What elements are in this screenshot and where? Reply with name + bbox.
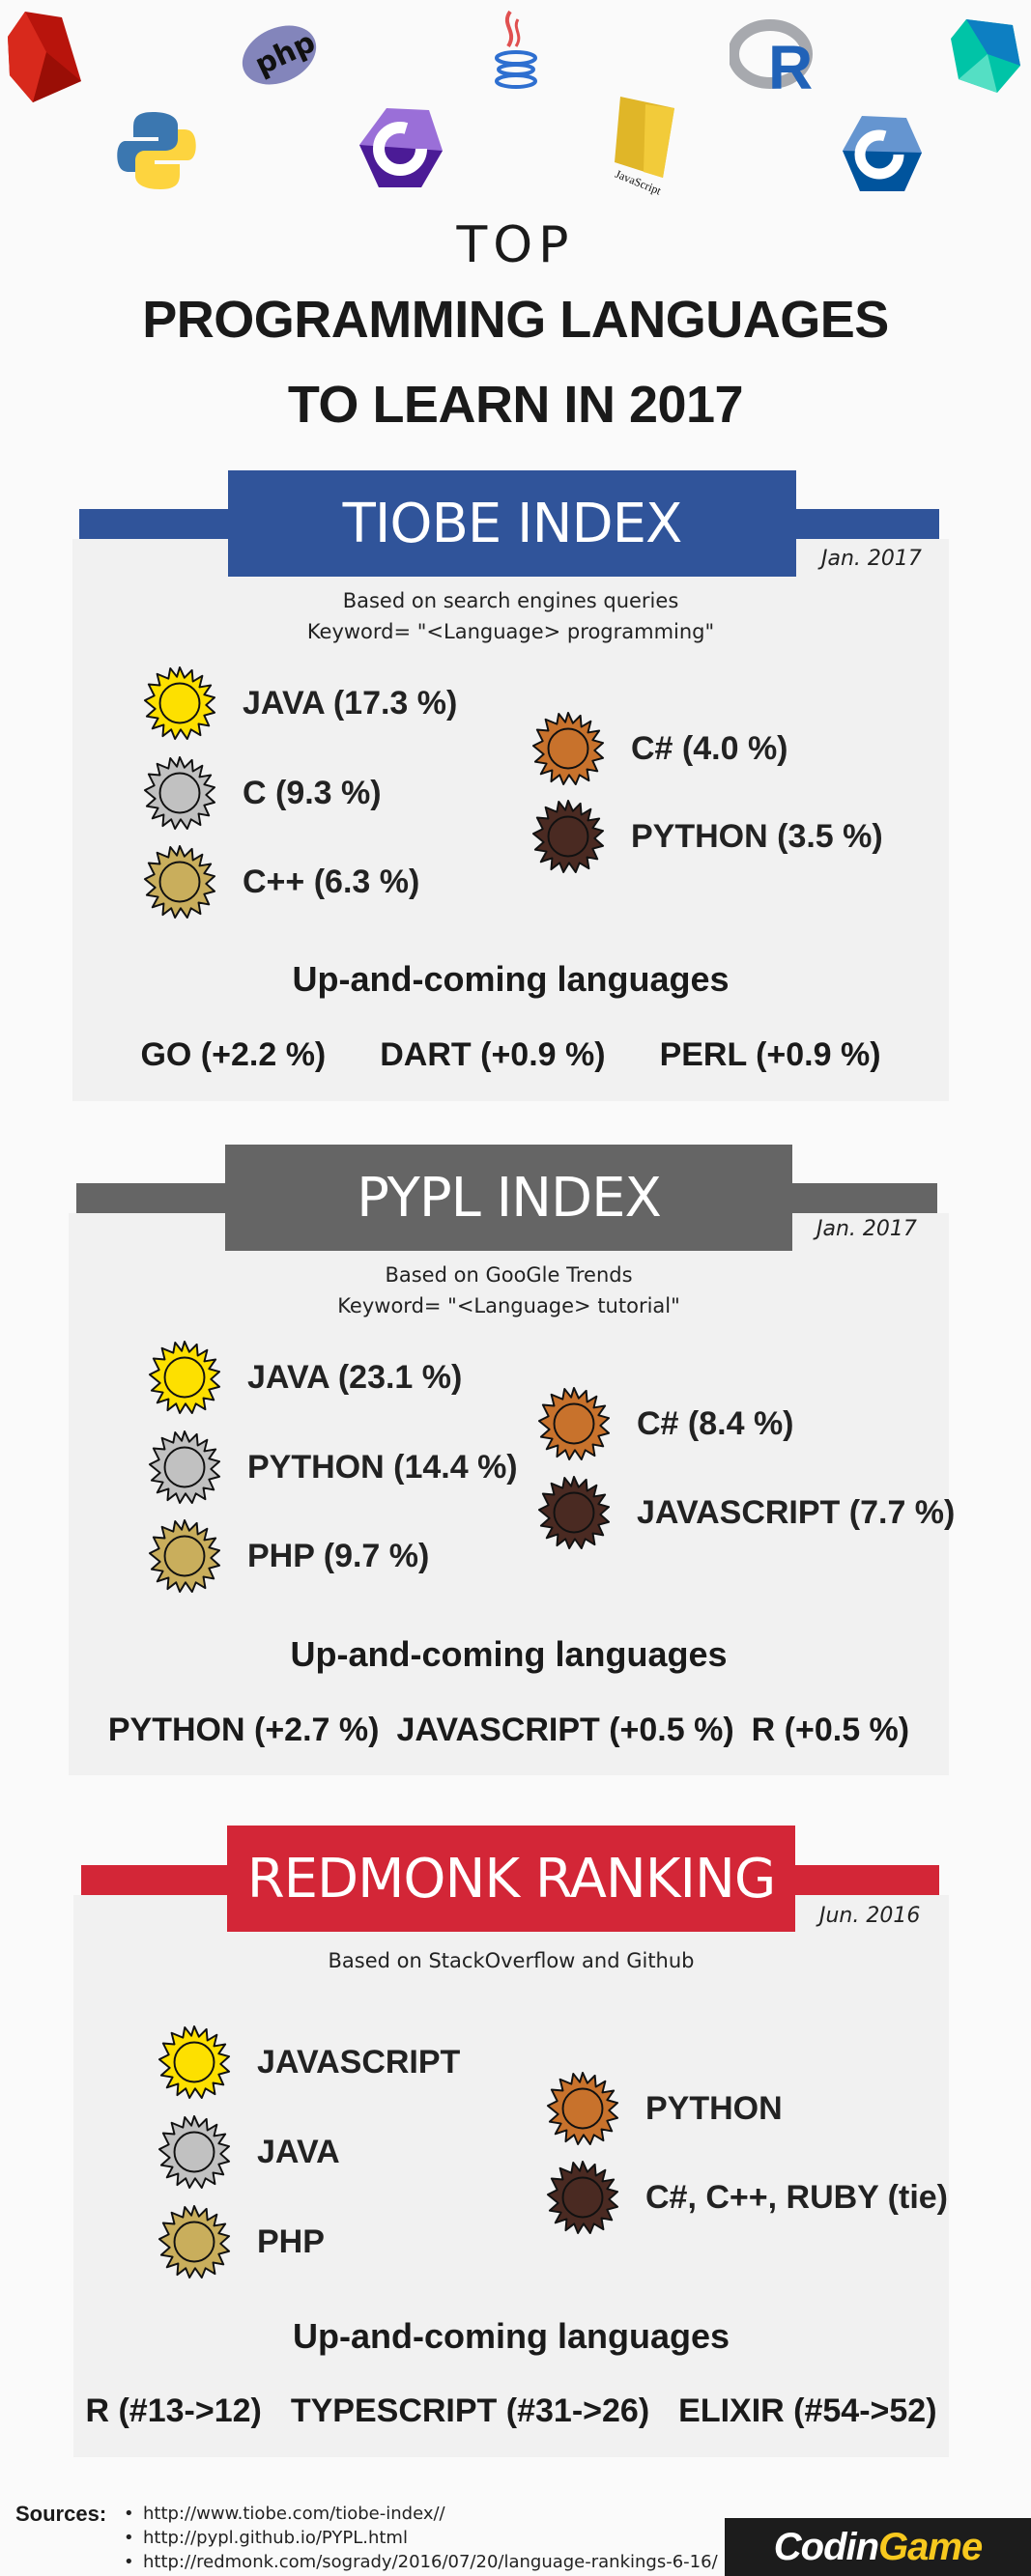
upcoming-item: R (#13->12) [85,2392,262,2429]
redmonk-panel: Jun. 2016 Based on StackOverflow and Git… [73,1895,949,2457]
sources-label: Sources: [15,2502,107,2526]
tiobe-date: Jan. 2017 [821,547,922,571]
ranking-item: C#, C++, RUBY (tie) [545,2160,948,2235]
source-link[interactable]: http://redmonk.com/sogrady/2016/07/20/la… [124,2550,718,2574]
ranking-item: PYTHON (3.5 %) [530,799,883,874]
ruby-logo-icon [8,12,81,102]
upcoming-item: PYTHON (+2.7 %) [107,1712,380,1748]
upcoming-list: PYTHON (+2.7 %) JAVASCRIPT (+0.5 %) R (+… [69,1712,949,1749]
ranking-item: JAVASCRIPT (7.7 %) [536,1475,955,1550]
ranking-item: JAVASCRIPT [157,2024,460,2100]
ranking-item: JAVA (17.3 %) [142,665,457,741]
upcoming-item: TYPESCRIPT (#31->26) [290,2392,650,2429]
upcoming-list: GO (+2.2 %) DART (+0.9 %) PERL (+0.9 %) [72,1036,949,1074]
upcoming-item: JAVASCRIPT (+0.5 %) [396,1712,734,1748]
ranking-item: PHP (9.7 %) [147,1518,429,1594]
r-logo-icon: R [730,19,813,95]
ranking-item: JAVA (23.1 %) [147,1340,462,1415]
ranking-item: C# (4.0 %) [530,711,788,786]
rank-5-star-icon [545,2160,620,2235]
source-link[interactable]: http://pypl.github.io/PYPL.html [124,2526,718,2550]
upcoming-item: PERL (+0.9 %) [659,1036,881,1073]
page-title: PROGRAMMING LANGUAGES [142,291,889,349]
java-logo-icon [495,10,537,89]
ranking-item: PHP [157,2204,325,2279]
dart-logo-icon [951,19,1020,93]
rank-3-star-icon [142,844,217,920]
ranking-item: PYTHON (14.4 %) [147,1430,518,1505]
rank-5-star-icon [530,799,606,874]
page-subtitle: TO LEARN IN 2017 [287,376,744,434]
ranking-item: C# (8.4 %) [536,1386,794,1461]
rank-2-star-icon [157,2114,232,2190]
ranking-item: JAVA [157,2114,340,2190]
page-title-top: TOP [456,216,575,274]
pypl-basis: Based on GooGle Trends Keyword= "<Langua… [337,1263,680,1317]
python-logo-icon [117,112,196,189]
source-link[interactable]: http://www.tiobe.com/tiobe-index// [124,2502,718,2526]
upcoming-heading: Up-and-coming languages [292,959,730,999]
rank-3-star-icon [157,2204,232,2279]
rank-4-star-icon [545,2071,620,2146]
upcoming-item: DART (+0.9 %) [380,1036,606,1073]
sources-list: http://www.tiobe.com/tiobe-index// http:… [124,2502,718,2574]
upcoming-list: R (#13->12) TYPESCRIPT (#31->26) ELIXIR … [73,2392,949,2430]
csharp-logo-icon [359,108,443,187]
rank-2-star-icon [147,1430,222,1505]
tiobe-panel: Jan. 2017 Based on search engines querie… [72,539,949,1101]
pypl-date: Jan. 2017 [816,1217,917,1241]
upcoming-heading: Up-and-coming languages [292,2316,730,2356]
upcoming-item: R (+0.5 %) [751,1712,910,1748]
upcoming-item: GO (+2.2 %) [140,1036,327,1073]
redmonk-banner: REDMONK RANKING [227,1826,795,1932]
codingame-logo: Codin Game [725,2518,1031,2576]
ranking-item: C (9.3 %) [142,755,382,831]
tiobe-banner: TIOBE INDEX [228,470,796,577]
php-logo-icon: php [242,25,321,85]
rank-5-star-icon [536,1475,612,1550]
ranking-item: C++ (6.3 %) [142,844,419,920]
rank-4-star-icon [536,1386,612,1461]
javascript-logo-icon: JavaScript [614,97,674,195]
rank-1-star-icon [142,665,217,741]
tiobe-basis: Based on search engines queries Keyword=… [306,589,715,643]
upcoming-heading: Up-and-coming languages [290,1634,728,1674]
upcoming-item: ELIXIR (#54->52) [678,2392,937,2429]
rank-1-star-icon [147,1340,222,1415]
rank-3-star-icon [147,1518,222,1594]
rank-1-star-icon [157,2024,232,2100]
pypl-panel: Jan. 2017 Based on GooGle Trends Keyword… [69,1213,955,1775]
redmonk-date: Jun. 2016 [819,1904,921,1928]
ranking-item: PYTHON [545,2071,783,2146]
redmonk-basis: Based on StackOverflow and Github [328,1949,695,1972]
pypl-banner: PYPL INDEX [225,1145,792,1251]
svg-text:R: R [768,33,813,95]
rank-2-star-icon [142,755,217,831]
cpp-logo-icon [843,116,922,191]
rank-4-star-icon [530,711,606,786]
